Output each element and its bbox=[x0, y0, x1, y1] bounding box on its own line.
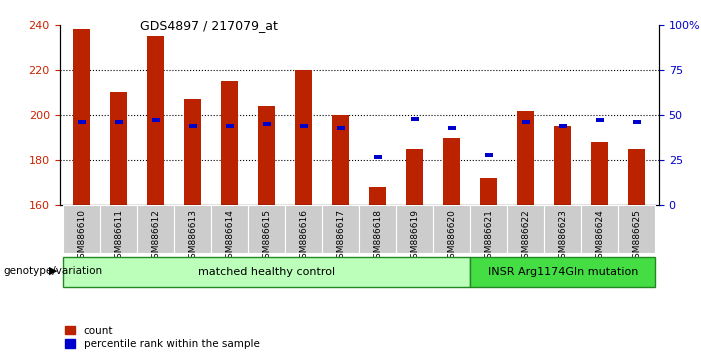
Bar bbox=[332, 115, 349, 205]
Bar bbox=[100, 205, 137, 253]
Bar bbox=[248, 205, 285, 253]
Bar bbox=[369, 187, 386, 205]
Text: GSM886610: GSM886610 bbox=[77, 209, 86, 264]
Bar bbox=[359, 205, 396, 253]
Text: GSM886623: GSM886623 bbox=[558, 209, 567, 264]
Text: GSM886621: GSM886621 bbox=[484, 209, 494, 264]
Bar bbox=[470, 205, 508, 253]
Bar bbox=[263, 122, 271, 126]
Bar bbox=[470, 257, 655, 287]
Bar bbox=[517, 110, 534, 205]
Bar bbox=[295, 70, 312, 205]
Bar bbox=[396, 205, 433, 253]
Bar bbox=[63, 205, 100, 253]
Bar bbox=[322, 205, 359, 253]
Text: GSM886622: GSM886622 bbox=[522, 209, 530, 264]
Text: GDS4897 / 217079_at: GDS4897 / 217079_at bbox=[140, 19, 278, 33]
Bar bbox=[618, 205, 655, 253]
Bar bbox=[189, 124, 197, 128]
Bar bbox=[74, 29, 90, 205]
Bar bbox=[336, 126, 345, 130]
Bar bbox=[433, 205, 470, 253]
Bar bbox=[226, 124, 234, 128]
Text: GSM886625: GSM886625 bbox=[632, 209, 641, 264]
Bar bbox=[374, 155, 382, 159]
Text: INSR Arg1174Gln mutation: INSR Arg1174Gln mutation bbox=[488, 267, 638, 277]
Text: ▶: ▶ bbox=[49, 266, 57, 276]
Text: GSM886613: GSM886613 bbox=[189, 209, 197, 264]
Bar bbox=[508, 205, 544, 253]
Bar bbox=[300, 124, 308, 128]
Bar bbox=[137, 205, 175, 253]
Text: matched healthy control: matched healthy control bbox=[198, 267, 335, 277]
Bar bbox=[596, 119, 604, 122]
Bar bbox=[411, 117, 418, 121]
Text: GSM886617: GSM886617 bbox=[336, 209, 346, 264]
Bar bbox=[484, 153, 493, 157]
Bar bbox=[592, 142, 608, 205]
Bar bbox=[554, 126, 571, 205]
Bar bbox=[628, 149, 645, 205]
Bar bbox=[407, 149, 423, 205]
Bar bbox=[633, 120, 641, 124]
Bar bbox=[111, 92, 127, 205]
Bar bbox=[211, 205, 248, 253]
Text: GSM886619: GSM886619 bbox=[410, 209, 419, 264]
Text: GSM886620: GSM886620 bbox=[447, 209, 456, 264]
Text: GSM886615: GSM886615 bbox=[262, 209, 271, 264]
Bar bbox=[184, 99, 201, 205]
Bar bbox=[222, 81, 238, 205]
Bar bbox=[544, 205, 581, 253]
Text: GSM886618: GSM886618 bbox=[373, 209, 382, 264]
Bar bbox=[522, 120, 530, 124]
Bar bbox=[480, 178, 497, 205]
Text: GSM886612: GSM886612 bbox=[151, 209, 161, 264]
Bar bbox=[559, 124, 567, 128]
Bar bbox=[581, 205, 618, 253]
Bar bbox=[78, 120, 86, 124]
Text: GSM886611: GSM886611 bbox=[114, 209, 123, 264]
Bar bbox=[259, 106, 275, 205]
Text: genotype/variation: genotype/variation bbox=[4, 266, 102, 276]
Bar bbox=[147, 36, 164, 205]
Text: GSM886616: GSM886616 bbox=[299, 209, 308, 264]
Text: GSM886624: GSM886624 bbox=[595, 209, 604, 264]
Bar bbox=[285, 205, 322, 253]
Bar bbox=[448, 126, 456, 130]
Bar bbox=[444, 138, 460, 205]
Bar bbox=[115, 120, 123, 124]
Bar bbox=[63, 257, 470, 287]
Bar bbox=[151, 119, 160, 122]
Legend: count, percentile rank within the sample: count, percentile rank within the sample bbox=[64, 326, 259, 349]
Bar bbox=[175, 205, 211, 253]
Text: GSM886614: GSM886614 bbox=[225, 209, 234, 264]
